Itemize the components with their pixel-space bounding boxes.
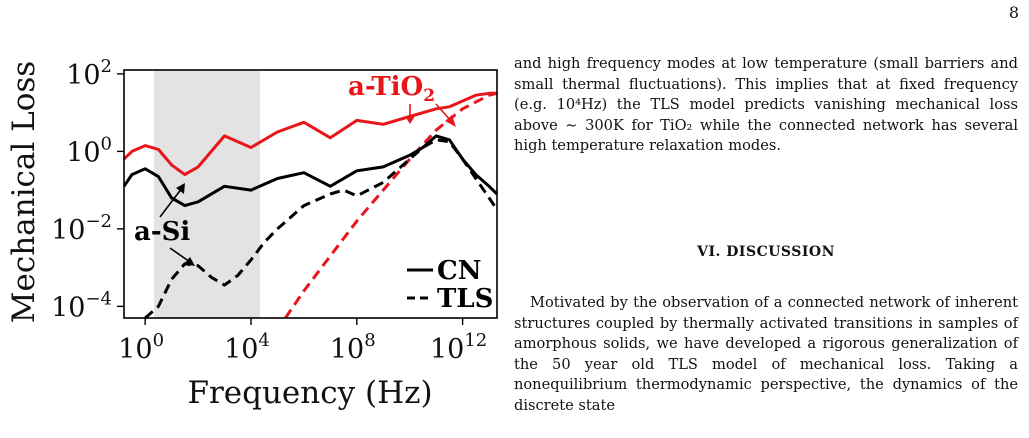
- page-number: 8: [1008, 3, 1019, 22]
- x-axis-ticks: 100 104 108 1012: [118, 318, 487, 365]
- x-tick-label: 104: [224, 330, 270, 365]
- tio2-arrow-cn-head: [405, 116, 415, 124]
- legend-cn-label: CN: [437, 256, 481, 286]
- series-line-1: [284, 91, 498, 319]
- x-tick-label: 1012: [430, 330, 487, 365]
- si-arrow-tls-head: [184, 257, 195, 266]
- si-arrows: [159, 183, 195, 266]
- x-tick-label: 108: [330, 330, 376, 365]
- si-arrow-cn-head: [176, 183, 185, 194]
- chart-curves: [122, 91, 499, 320]
- y-tick-label: 100: [66, 133, 112, 168]
- annotation-si: a-Si: [134, 217, 190, 247]
- paragraph-bottom: Motivated by the observation of a connec…: [514, 294, 1018, 414]
- y-axis-label: Mechanical Loss: [6, 61, 42, 323]
- plot-frame: [123, 69, 498, 319]
- series-line-3: [144, 138, 499, 320]
- paragraph-top: and high frequency modes at low temperat…: [514, 55, 1018, 154]
- y-tick-label: 10−2: [51, 211, 112, 246]
- y-axis-ticks: 102 100 10−2 10−4: [51, 56, 124, 323]
- y-tick-label: 102: [66, 56, 112, 91]
- tio2-arrow-tls-head: [445, 115, 456, 127]
- x-axis-label: Frequency (Hz): [187, 375, 432, 411]
- x-tick-label: 100: [118, 330, 164, 365]
- annotation-tio2: a-TiO2: [348, 72, 435, 106]
- series-line-0: [122, 91, 497, 177]
- si-arrow-cn: [159, 187, 183, 218]
- section-heading: VI. DISCUSSION: [697, 244, 835, 260]
- y-tick-label: 10−4: [51, 288, 112, 323]
- mechanical-loss-figure: 100 104 108 1012 102 100 10−2 10−4 Frequency (…: [6, 56, 499, 411]
- tio2-arrows: [405, 103, 456, 127]
- legend: CN TLS: [407, 256, 493, 314]
- si-arrow-tls: [169, 247, 191, 263]
- legend-tls-label: TLS: [437, 284, 493, 314]
- highlight-band: [154, 70, 260, 318]
